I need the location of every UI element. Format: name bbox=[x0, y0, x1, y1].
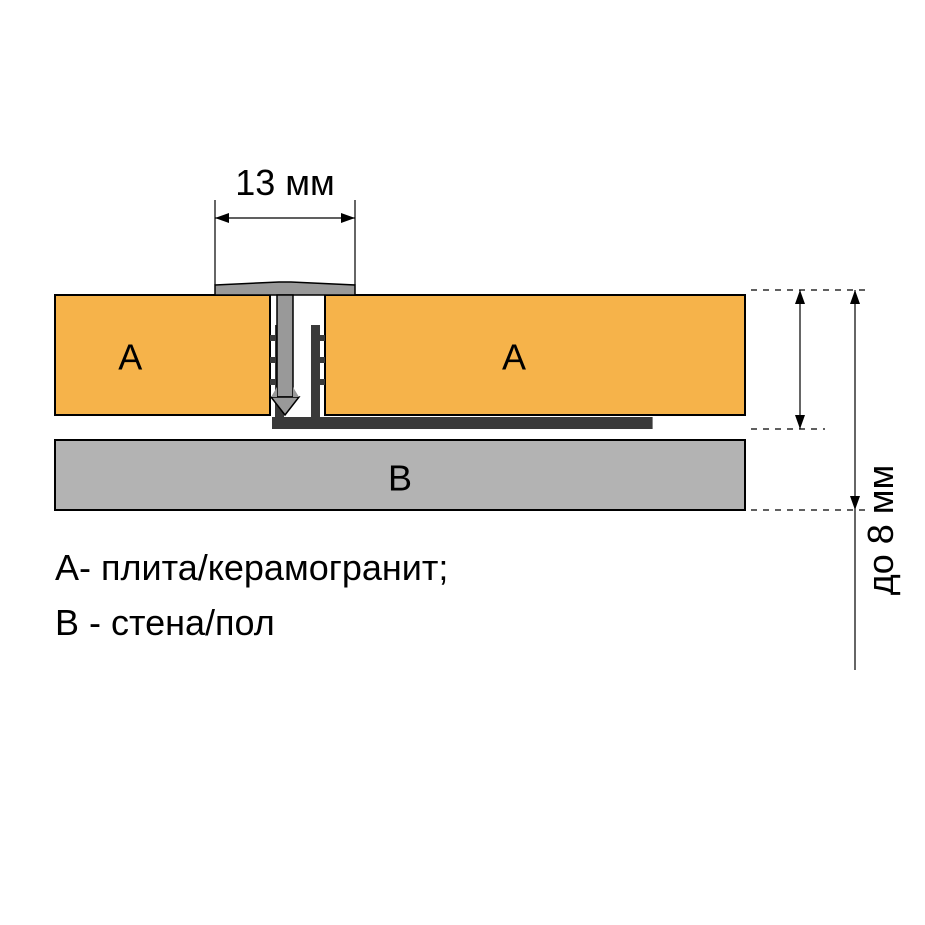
t-profile-stem bbox=[277, 295, 293, 397]
tile-left-label: A bbox=[118, 336, 142, 377]
legend-line-a: А- плита/керамогранит; bbox=[55, 547, 448, 588]
tile-right bbox=[325, 295, 745, 415]
channel-tooth-right bbox=[319, 357, 325, 363]
base-profile-flat bbox=[272, 417, 653, 429]
tile-right-label: A bbox=[502, 336, 526, 377]
t-profile-cap bbox=[215, 282, 355, 295]
cross-section-diagram: 13 мм A A Bдо 8 мм А- плита/керамогранит; В -… bbox=[0, 0, 925, 925]
channel-tooth-left bbox=[270, 357, 276, 363]
dim-right-label: до 8 мм bbox=[860, 465, 901, 596]
channel-tooth-right bbox=[319, 335, 325, 341]
channel-wall-right bbox=[311, 325, 320, 417]
channel-tooth-right bbox=[319, 379, 325, 385]
tile-left bbox=[55, 295, 270, 415]
channel-tooth-left bbox=[270, 335, 276, 341]
channel-tooth-left bbox=[270, 379, 276, 385]
dim-top-label: 13 мм bbox=[235, 162, 335, 203]
legend-line-b: В - стена/пол bbox=[55, 602, 275, 643]
wall-label: B bbox=[388, 457, 412, 498]
